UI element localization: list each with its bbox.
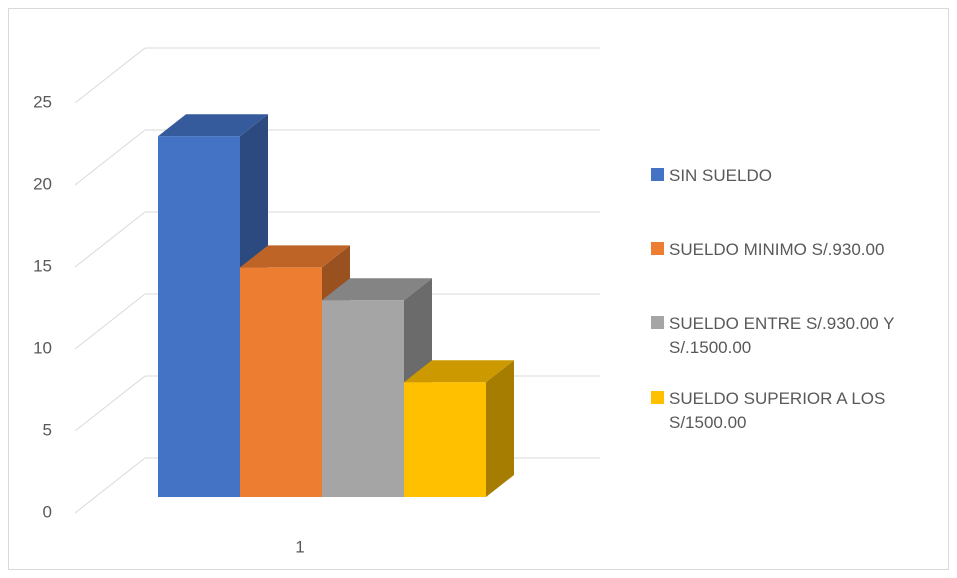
y-tick-label: 0 <box>43 502 52 521</box>
legend-swatch <box>651 168 664 181</box>
grid-line <box>74 211 146 268</box>
legend-label: SUELDO SUPERIOR A LOS S/1500.00 <box>669 389 886 432</box>
y-tick-label: 20 <box>33 174 52 193</box>
bar <box>404 382 486 497</box>
legend-item: SUELDO ENTRE S/.930.00 Y S/.1500.00 <box>651 312 949 360</box>
bar-top <box>404 360 514 383</box>
bar-top <box>240 245 350 268</box>
legend-swatch <box>651 316 664 329</box>
legend-swatch <box>651 242 664 255</box>
y-tick-label: 5 <box>43 420 52 439</box>
bar-top <box>158 114 268 137</box>
chart-border <box>8 8 949 570</box>
legend-swatch <box>651 391 664 404</box>
bar-top <box>322 278 432 301</box>
legend-label: SUELDO MINIMO S/.930.00 <box>669 240 885 259</box>
bar <box>158 136 240 497</box>
legend-label: SUELDO ENTRE S/.930.00 Y S/.1500.00 <box>669 314 895 357</box>
grid-line <box>74 47 146 104</box>
legend-label: SIN SUELDO <box>669 166 772 185</box>
bar <box>322 300 404 497</box>
grid-line <box>74 457 146 514</box>
grid-line <box>74 293 146 350</box>
legend-item: SIN SUELDO <box>651 164 949 188</box>
grid-line <box>74 375 146 432</box>
bar-side <box>486 360 514 497</box>
grid-line <box>74 129 146 186</box>
bar <box>240 267 322 497</box>
x-tick-label: 1 <box>295 537 304 556</box>
y-tick-label: 10 <box>33 338 52 357</box>
legend-item: SUELDO MINIMO S/.930.00 <box>651 238 949 262</box>
y-tick-label: 15 <box>33 256 52 275</box>
y-tick-label: 25 <box>33 92 52 111</box>
legend-item: SUELDO SUPERIOR A LOS S/1500.00 <box>651 387 949 435</box>
